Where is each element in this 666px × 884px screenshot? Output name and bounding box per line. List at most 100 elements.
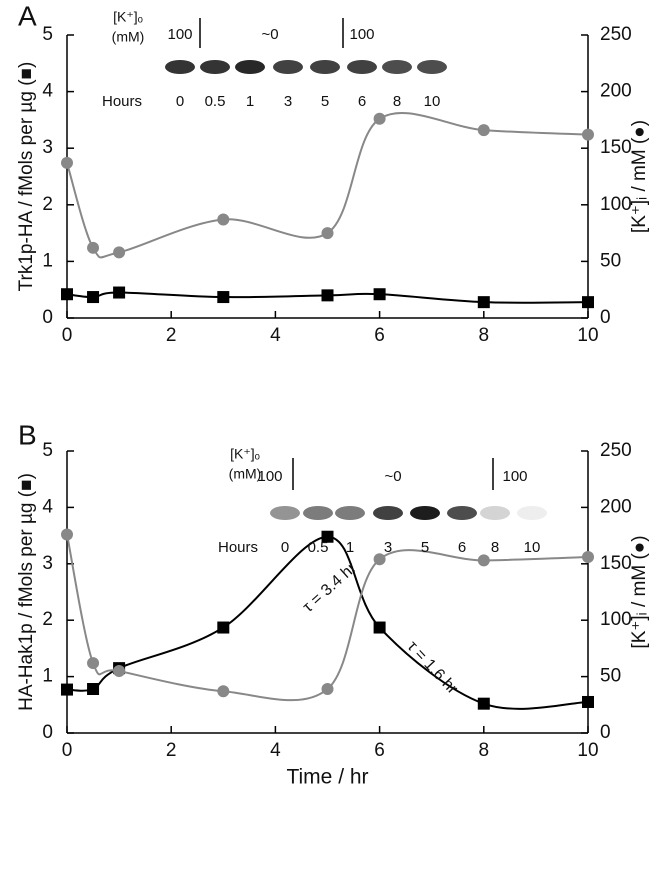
x-tick-label: 6 <box>374 740 385 761</box>
gel-band <box>373 506 403 520</box>
circle-marker <box>321 227 334 240</box>
circle-marker <box>61 156 73 169</box>
circle-marker <box>217 685 230 698</box>
square-marker <box>217 621 230 634</box>
y2-tick-label: 150 <box>600 137 632 158</box>
y2-tick-label: 200 <box>600 81 632 102</box>
x-tick-label: 0 <box>62 325 73 346</box>
circle-marker <box>87 657 100 670</box>
square-marker <box>113 286 126 299</box>
inset-hour: 1 <box>246 93 254 110</box>
inset-hour: 3 <box>384 539 392 556</box>
x-tick-label: 4 <box>270 325 281 346</box>
y-tick-label: 2 <box>42 194 53 215</box>
y-tick-label: 5 <box>42 440 53 461</box>
inset-hour: 5 <box>321 93 329 110</box>
x-tick-label: 4 <box>270 740 281 761</box>
x-tick-label: 8 <box>479 325 490 346</box>
circle-marker <box>61 528 73 541</box>
panel-label: A <box>18 0 37 31</box>
inset-hour: 8 <box>491 539 499 556</box>
circle-marker <box>113 246 126 259</box>
circle-marker <box>477 554 490 567</box>
x-tick-label: 2 <box>166 740 177 761</box>
y2-tick-label: 250 <box>600 440 632 461</box>
square-marker <box>477 697 490 710</box>
square-marker <box>582 695 594 708</box>
circle-marker <box>582 551 594 564</box>
gel-band <box>270 506 300 520</box>
inset-hour: 6 <box>358 93 366 110</box>
x-tick-label: 2 <box>166 325 177 346</box>
y2-axis-label: [K⁺]ᵢ / mM (●) <box>629 535 650 648</box>
inset-hour: 10 <box>524 539 541 556</box>
y2-tick-label: 0 <box>600 722 611 743</box>
circle-marker <box>217 213 230 226</box>
annotation: τ = 1.6 hr <box>404 638 462 698</box>
x-tick-label: 10 <box>577 740 598 761</box>
y-tick-label: 1 <box>42 666 53 687</box>
circle-marker <box>373 112 386 125</box>
inset-hour: 5 <box>421 539 429 556</box>
gel-band <box>200 60 230 74</box>
circle-marker <box>373 553 386 566</box>
inset-condition: 100 <box>257 468 282 485</box>
gel-band <box>517 506 547 520</box>
y-tick-label: 3 <box>42 137 53 158</box>
y2-tick-label: 100 <box>600 609 632 630</box>
square-marker <box>87 683 100 696</box>
square-marker <box>217 291 230 304</box>
inset-hour: 10 <box>424 93 441 110</box>
y-axis-label: HA-Hak1p / fMols per µg (■) <box>16 473 37 711</box>
y2-tick-label: 250 <box>600 24 632 45</box>
gel-band <box>235 60 265 74</box>
inset-row-unit: (mM) <box>229 466 262 482</box>
gel-band <box>347 60 377 74</box>
circle-marker <box>87 241 100 254</box>
square-marker <box>61 683 73 696</box>
series-line <box>66 111 589 259</box>
inset-condition: 100 <box>502 468 527 485</box>
x-tick-label: 0 <box>62 740 73 761</box>
inset-hour: 3 <box>284 93 292 110</box>
y2-tick-label: 50 <box>600 250 621 271</box>
inset-hour: 0.5 <box>205 93 226 110</box>
y-tick-label: 5 <box>42 24 53 45</box>
y-tick-label: 0 <box>42 722 53 743</box>
y2-tick-label: 150 <box>600 553 632 574</box>
square-marker <box>61 288 73 301</box>
square-marker <box>87 291 100 304</box>
square-marker <box>373 621 386 634</box>
square-marker <box>321 289 334 302</box>
y2-tick-label: 50 <box>600 666 621 687</box>
circle-marker <box>321 683 334 696</box>
inset-hour: 0.5 <box>308 539 329 556</box>
gel-band <box>417 60 447 74</box>
annotation: τ = 3.4 hr <box>300 559 361 616</box>
x-axis-label: Time / hr <box>286 766 368 789</box>
y2-tick-label: 100 <box>600 194 632 215</box>
y2-tick-label: 200 <box>600 496 632 517</box>
y-tick-label: 0 <box>42 307 53 328</box>
series-line <box>66 535 589 710</box>
inset-condition: ~0 <box>261 26 278 43</box>
inset-hour: 8 <box>393 93 401 110</box>
gel-band <box>273 60 303 74</box>
gel-band <box>447 506 477 520</box>
inset-hours-label: Hours <box>218 539 258 556</box>
inset-hour: 1 <box>346 539 354 556</box>
circle-marker <box>477 124 490 137</box>
gel-band <box>480 506 510 520</box>
inset-row-label: [K⁺]ₒ <box>230 446 260 462</box>
y-tick-label: 2 <box>42 609 53 630</box>
y-tick-label: 3 <box>42 553 53 574</box>
inset-condition: 100 <box>349 26 374 43</box>
inset-row-label: [K⁺]ₒ <box>113 9 143 25</box>
square-marker <box>582 296 594 309</box>
y-tick-label: 4 <box>42 496 53 517</box>
y-tick-label: 1 <box>42 250 53 271</box>
inset-condition: 100 <box>167 26 192 43</box>
panel-label: B <box>18 419 37 450</box>
y-axis-label: Trk1p-HA / fMols per µg (■) <box>16 62 37 292</box>
